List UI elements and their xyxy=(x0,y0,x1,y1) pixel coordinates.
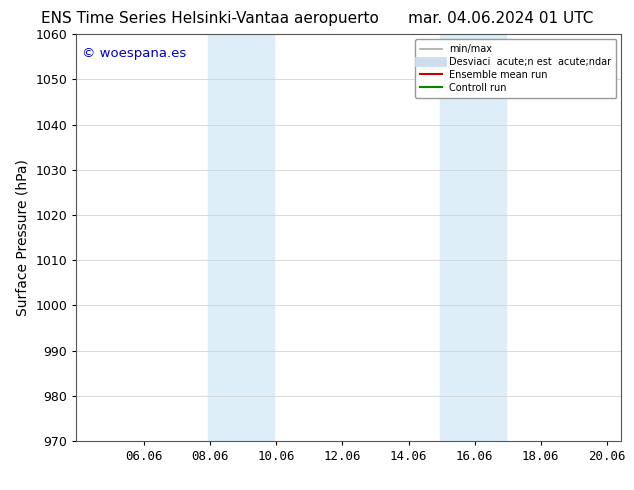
Text: ENS Time Series Helsinki-Vantaa aeropuerto      mar. 04.06.2024 01 UTC: ENS Time Series Helsinki-Vantaa aeropuer… xyxy=(41,11,593,26)
Bar xyxy=(439,34,506,441)
Text: © woespana.es: © woespana.es xyxy=(82,47,186,59)
Y-axis label: Surface Pressure (hPa): Surface Pressure (hPa) xyxy=(16,159,30,316)
Legend: min/max, Desviaci  acute;n est  acute;ndar, Ensemble mean run, Controll run: min/max, Desviaci acute;n est acute;ndar… xyxy=(415,39,616,98)
Bar xyxy=(208,34,275,441)
